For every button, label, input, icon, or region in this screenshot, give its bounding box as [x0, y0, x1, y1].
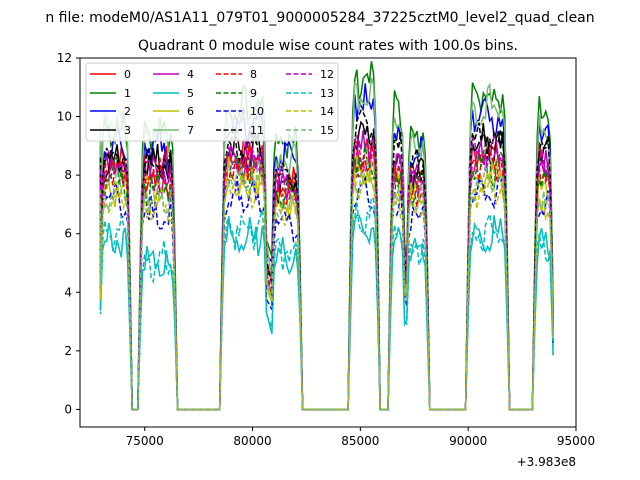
- legend-label-12: 12: [320, 68, 334, 81]
- legend-label-15: 15: [320, 124, 334, 137]
- x-offset-label: +3.983e8: [517, 455, 576, 469]
- legend-label-8: 8: [250, 68, 257, 81]
- legend-label-7: 7: [187, 124, 194, 137]
- x-tick-label: 80000: [233, 434, 271, 448]
- series-layer: [99, 61, 554, 411]
- legend-label-9: 9: [250, 87, 257, 100]
- legend-label-14: 14: [320, 105, 334, 118]
- legend-label-3: 3: [124, 124, 131, 137]
- series-line-14: [99, 169, 554, 411]
- legend-label-6: 6: [187, 105, 194, 118]
- x-tick-label: 75000: [126, 434, 164, 448]
- legend-label-13: 13: [320, 87, 334, 100]
- series-line-12: [99, 132, 554, 411]
- plot-frame: [79, 57, 577, 428]
- y-tick-label: 2: [64, 344, 72, 358]
- series-line-15: [99, 158, 554, 411]
- legend-label-4: 4: [187, 68, 194, 81]
- series-line-5: [99, 214, 554, 411]
- x-tick-label: 95000: [557, 434, 595, 448]
- series-line-2: [99, 83, 554, 411]
- legend-label-11: 11: [250, 124, 264, 137]
- y-tick-label: 6: [64, 227, 72, 241]
- legend-label-10: 10: [250, 105, 264, 118]
- y-axis: 0 2 4 6 8 10 12: [57, 51, 80, 416]
- x-tick-label: 90000: [449, 434, 487, 448]
- x-tick-label: 85000: [341, 434, 379, 448]
- legend-label-1: 1: [124, 87, 131, 100]
- legend-box: [85, 62, 339, 142]
- chart-title: Quadrant 0 module wise count rates with …: [138, 38, 518, 54]
- figure-suptitle: n file: modeM0/AS1A11_079T01_9000005284_…: [45, 10, 594, 26]
- legend-label-5: 5: [187, 87, 194, 100]
- series-line-13: [99, 196, 554, 411]
- y-tick-label: 8: [64, 168, 72, 182]
- legend-label-0: 0: [124, 68, 131, 81]
- series-line-11: [99, 109, 554, 411]
- y-tick-label: 0: [64, 402, 72, 416]
- y-tick-label: 12: [57, 51, 72, 65]
- legend-label-2: 2: [124, 105, 131, 118]
- y-tick-label: 4: [64, 285, 72, 299]
- y-tick-label: 10: [57, 110, 72, 124]
- x-axis: 75000 80000 85000 90000 95000: [126, 427, 595, 448]
